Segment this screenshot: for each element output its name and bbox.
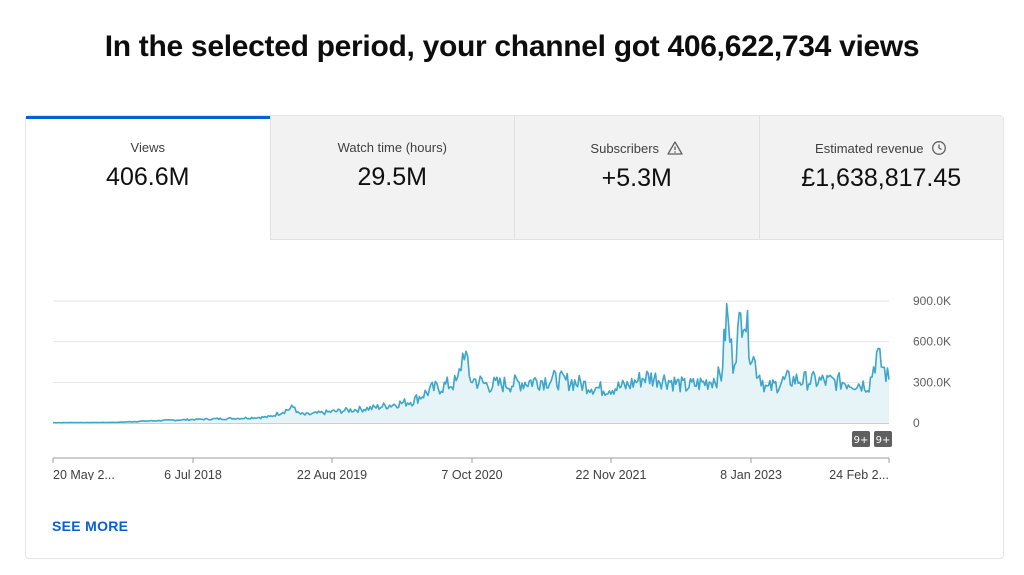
tab-revenue-value: £1,638,817.45: [801, 164, 962, 192]
y-tick-label: 600.0K: [913, 335, 951, 349]
views-chart-svg: 900.0K 600.0K 300.0K 0 20 May 2... 6 Jul 2018…: [52, 294, 951, 480]
tab-revenue-label: Estimated revenue: [815, 140, 924, 156]
annotation-marker: [874, 431, 892, 447]
see-more-link[interactable]: SEE MORE: [52, 518, 129, 534]
annotation-marker-label: 9+: [854, 435, 869, 446]
tab-views-label: Views: [130, 140, 165, 155]
tab-views[interactable]: Views 406.6M: [26, 116, 270, 240]
x-tick-label: 6 Jul 2018: [164, 468, 222, 480]
clock-icon[interactable]: [931, 140, 947, 156]
tab-subscribers-value: +5.3M: [601, 164, 672, 192]
tab-watch-time-value: 29.5M: [357, 163, 427, 191]
x-tick-label: 22 Aug 2019: [297, 468, 367, 480]
views-area: [53, 303, 889, 423]
tab-subscribers[interactable]: Subscribers +5.3M: [514, 116, 759, 240]
analytics-card: Views 406.6M Watch time (hours) 29.5M Su…: [25, 115, 1004, 559]
y-tick-label: 0: [913, 416, 920, 430]
views-chart: 900.0K 600.0K 300.0K 0 20 May 2... 6 Jul 2018…: [26, 240, 1003, 480]
x-tick-label: 22 Nov 2021: [576, 468, 647, 480]
x-tick-label: 8 Jan 2023: [720, 468, 782, 480]
views-line: [53, 302, 890, 424]
metric-tabs: Views 406.6M Watch time (hours) 29.5M Su…: [26, 116, 1003, 240]
warning-icon[interactable]: [667, 140, 683, 156]
x-tick-label: 7 Oct 2020: [441, 468, 502, 480]
annotation-marker-label: 9+: [876, 435, 891, 446]
tab-estimated-revenue[interactable]: Estimated revenue £1,638,817.45: [758, 116, 1003, 240]
x-tick-label: 24 Feb 2...: [829, 468, 889, 480]
annotation-marker: [852, 431, 870, 447]
x-tick-label: 20 May 2...: [53, 468, 115, 480]
tab-views-value: 406.6M: [106, 163, 190, 191]
y-tick-label: 300.0K: [913, 375, 951, 389]
tab-watch-time[interactable]: Watch time (hours) 29.5M: [269, 116, 514, 240]
page-title: In the selected period, your channel got…: [104, 30, 920, 63]
y-tick-label: 900.0K: [913, 294, 951, 308]
tab-watch-time-label: Watch time (hours): [337, 140, 447, 155]
tab-subscribers-label: Subscribers: [590, 140, 660, 156]
